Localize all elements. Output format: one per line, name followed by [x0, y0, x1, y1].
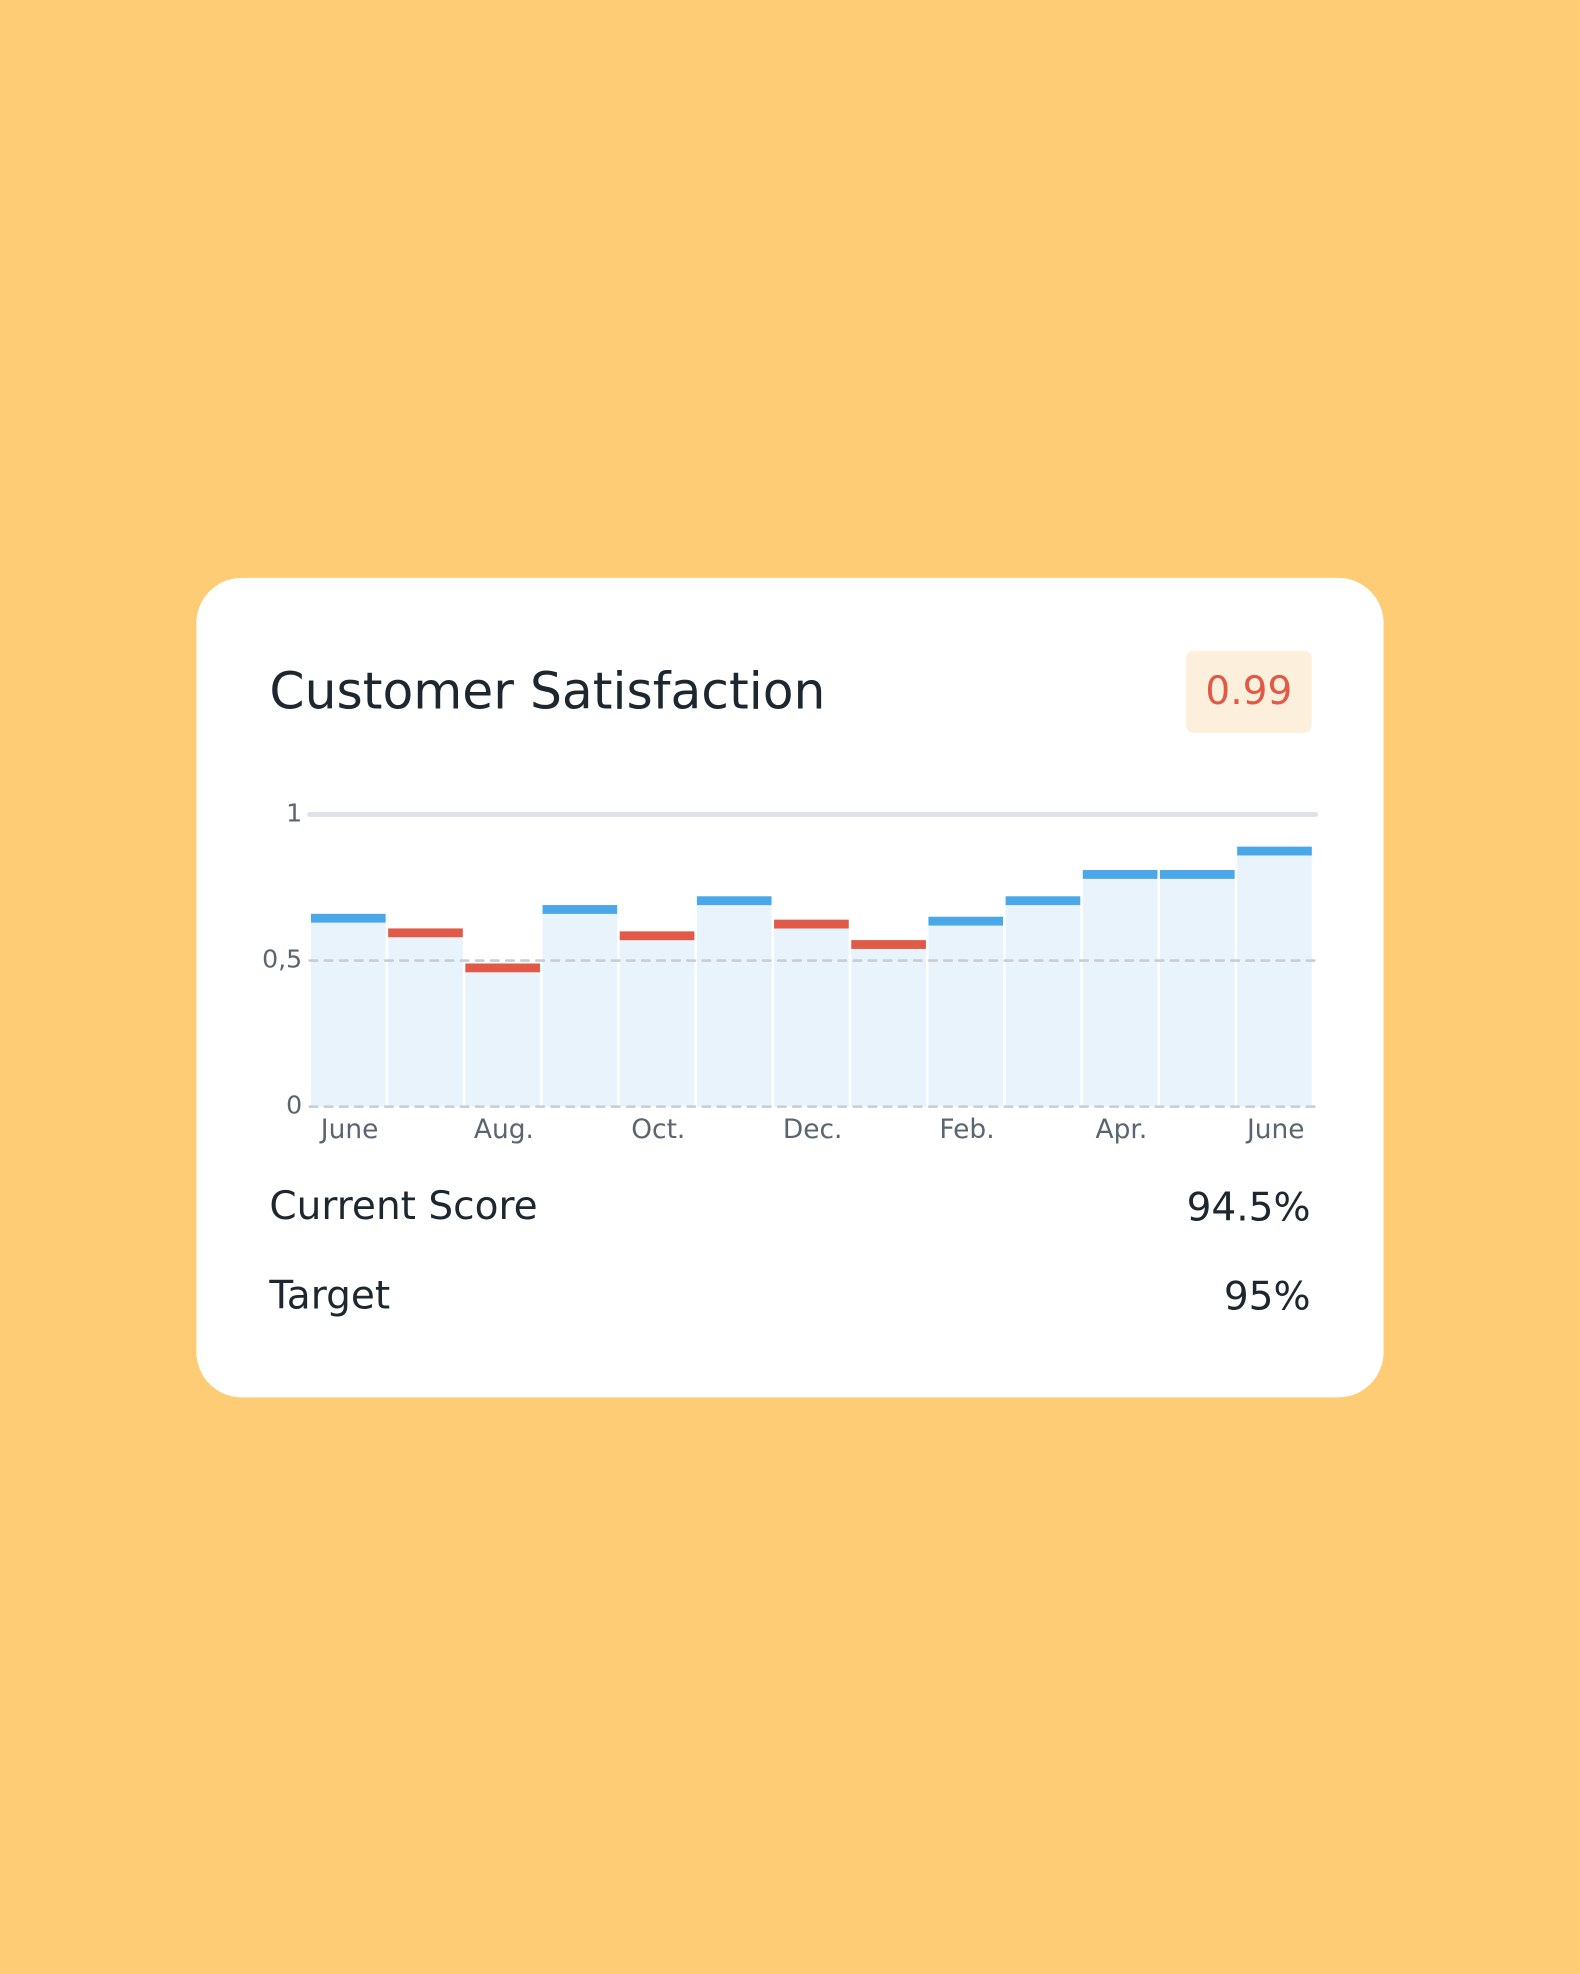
bar-cap — [1237, 846, 1312, 856]
x-tick-label: June — [1245, 1114, 1305, 1145]
bar — [465, 963, 541, 1107]
bar-cap — [696, 896, 772, 906]
bar — [928, 916, 1004, 1107]
badge — [1185, 650, 1312, 733]
bar-cap — [1082, 870, 1158, 879]
bar — [619, 931, 695, 1107]
card-title: Customer Satisfaction — [269, 661, 825, 720]
bar — [542, 905, 618, 1107]
bar — [851, 940, 926, 1107]
x-tick-label: Aug. — [474, 1114, 534, 1145]
stat-value: 94.5% — [1187, 1185, 1311, 1230]
bar — [388, 928, 463, 1107]
y-tick-label: 0,5 — [262, 945, 302, 974]
stat-value: 95% — [1224, 1275, 1311, 1320]
bar-cap — [388, 928, 463, 938]
bar — [774, 919, 849, 1107]
y-tick-label: 1 — [286, 799, 302, 828]
bar — [1159, 870, 1235, 1107]
x-tick-label: Oct. — [631, 1114, 685, 1145]
chart: 0 0,5 1 June Aug. Oct. Dec. Feb. Apr. June — [262, 799, 1319, 1145]
bar-cap — [928, 916, 1004, 926]
bar — [310, 913, 386, 1107]
y-tick-label: 0 — [286, 1091, 302, 1120]
bar — [1237, 846, 1312, 1107]
bar-cap — [1005, 896, 1081, 906]
badge-value: 0.99 — [1205, 669, 1292, 714]
stat-label: Current Score — [269, 1184, 537, 1229]
bar — [696, 896, 772, 1107]
bar-cap — [310, 913, 386, 923]
bar-cap — [774, 919, 849, 929]
bar-cap — [542, 905, 618, 914]
x-tick-label: Dec. — [783, 1114, 843, 1145]
x-tick-label: Feb. — [939, 1114, 994, 1145]
x-tick-label: Apr. — [1096, 1114, 1148, 1145]
bar-cap — [1159, 870, 1235, 879]
bar — [1082, 870, 1158, 1107]
bar-cap — [851, 940, 926, 949]
bar-cap — [619, 931, 695, 941]
bar — [1005, 896, 1081, 1107]
stat-label: Target — [268, 1273, 390, 1318]
x-tick-label: June — [319, 1114, 379, 1145]
bar-cap — [465, 963, 541, 973]
